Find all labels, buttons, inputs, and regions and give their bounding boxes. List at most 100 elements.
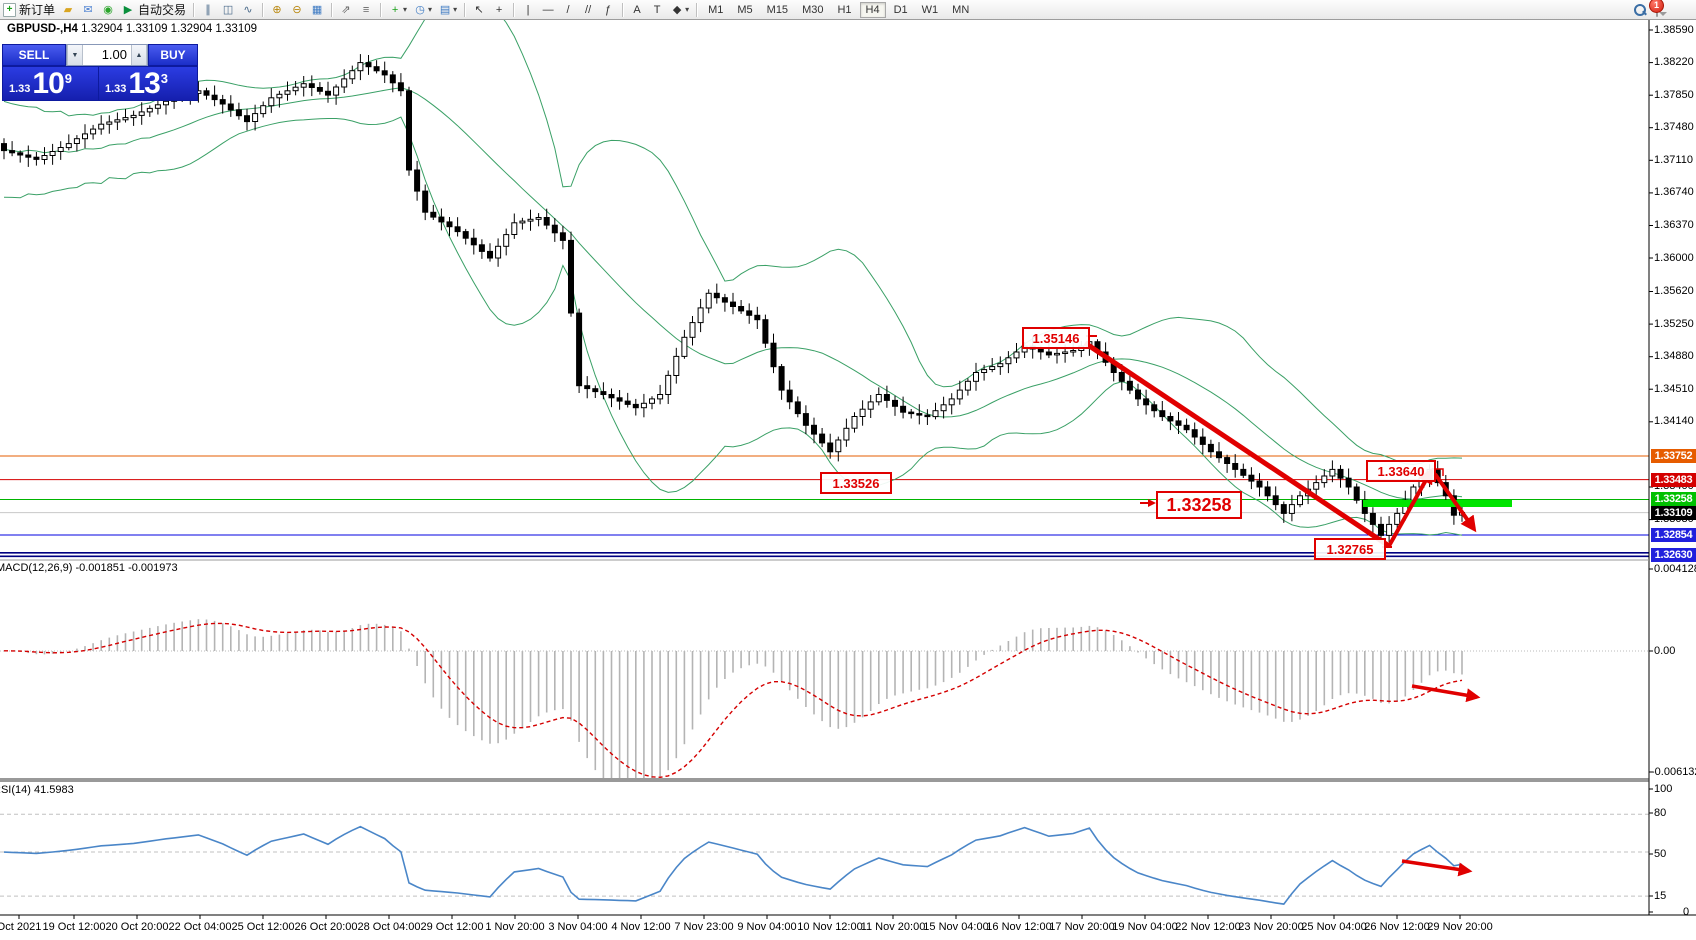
label-button[interactable]: T	[647, 1, 667, 18]
annotation-price-label[interactable]: 1.32765	[1314, 538, 1386, 560]
macd-axis-label: 0.00	[1654, 645, 1676, 657]
timeframe-m15-button[interactable]: M15	[766, 3, 789, 16]
channel-button[interactable]: //	[578, 1, 598, 18]
toolbar-separator	[513, 2, 515, 17]
gold-icon: ▰	[63, 3, 73, 16]
tile-windows-button[interactable]: ▦	[307, 1, 327, 18]
new-order-icon: +	[3, 2, 16, 17]
autotrade-icon: ▶	[123, 3, 133, 16]
main-toolbar: + 新订单 ▰ ✉ ◉ ▶ 自动交易 ∥ ◫ ∿ ⊕ ⊖ ▦ ⇗ ≡ + ▾ ◷ ▾ ▤ ▾ ↖ + | — ///ƒ A T ◆ ▾ M1…	[0, 0, 1696, 20]
cursor-button[interactable]: ↖	[469, 1, 489, 18]
vline-button[interactable]: |	[518, 1, 538, 18]
price-axis-label: 1.34510	[1654, 382, 1694, 395]
volume-increase-button[interactable]: ▲	[131, 45, 147, 65]
support-zone-highlight	[1363, 500, 1512, 507]
timeframe-w1-button[interactable]: W1	[921, 3, 939, 16]
volume-field[interactable]: 1.00	[83, 45, 131, 65]
timeframe-m5-button[interactable]: M5	[737, 3, 753, 16]
trend-arrow	[1433, 472, 1477, 533]
timeframe-mn-button[interactable]: MN	[952, 3, 970, 16]
analyst-annotations[interactable]	[1083, 335, 1512, 877]
autotrade-button[interactable]: ▶ 自动交易	[118, 1, 189, 18]
macd-axis-label: 0.004128	[1654, 563, 1696, 575]
annotation-price-label[interactable]: 1.33640	[1366, 460, 1436, 482]
date-axis-label: 23 Nov 20:00	[1238, 921, 1304, 933]
ask-pip-digit: 3	[160, 71, 169, 86]
timeframe-d1-button[interactable]: D1	[893, 3, 908, 16]
new-order-button[interactable]: + 新订单	[0, 1, 58, 18]
candlestick-button[interactable]: ◫	[218, 1, 238, 18]
toolbar-separator	[193, 2, 195, 17]
sell-button[interactable]: SELL	[2, 44, 66, 66]
trend-arrow	[1411, 684, 1481, 703]
line-chart-button[interactable]: ∿	[238, 1, 258, 18]
signal-button[interactable]: ◉	[98, 1, 118, 18]
add-symbol-icon: +	[391, 3, 399, 16]
bar-chart-button[interactable]: ∥	[198, 1, 218, 18]
text-icon: A	[633, 3, 641, 16]
bid-price-panel[interactable]: 1.33 10 9	[2, 66, 98, 101]
toolbar-right-group: 1	[1634, 0, 1664, 17]
macd-signal-line	[3, 622, 1463, 778]
price-tag: 1.32630	[1651, 547, 1696, 562]
add-symbol-button[interactable]: + ▾	[385, 1, 410, 18]
hline-icon: —	[542, 3, 554, 16]
tile-windows-icon: ▦	[311, 3, 323, 16]
chevron-down-icon[interactable]: ▾	[403, 5, 408, 14]
search-icon[interactable]	[1634, 3, 1646, 16]
period-button[interactable]: ◷ ▾	[410, 1, 435, 18]
annotation-price-label[interactable]: 1.35146	[1022, 327, 1090, 349]
date-axis-label: 4 Nov 12:00	[611, 921, 671, 933]
price-axis-label: 1.35620	[1654, 285, 1694, 297]
indicators-button[interactable]: ⇗	[336, 1, 356, 18]
price-tag: 1.33483	[1651, 472, 1696, 487]
hline-button[interactable]: —	[538, 1, 558, 18]
candlestick-icon: ◫	[222, 3, 234, 16]
price-axis-label: 1.37110	[1654, 153, 1693, 166]
date-axis-label: 19 Oct 12:00	[42, 921, 106, 933]
price-axis-label: 1.37850	[1654, 88, 1694, 101]
mail-button[interactable]: ✉	[78, 1, 98, 18]
timeframe-h1-button[interactable]: H1	[837, 3, 852, 16]
zoom-out-icon: ⊖	[292, 3, 302, 16]
arrows-button[interactable]: ◆ ▾	[667, 1, 692, 18]
chevron-down-icon[interactable]: ▾	[685, 5, 690, 14]
gold-button[interactable]: ▰	[58, 1, 78, 18]
new-order-button-label: 新订单	[19, 3, 56, 17]
date-axis-label: 15 Nov 04:00	[923, 921, 989, 933]
chevron-down-icon[interactable]: ▾	[428, 5, 433, 14]
trend-arrow	[1401, 859, 1473, 877]
crosshair-icon: +	[495, 3, 503, 16]
zoom-in-button[interactable]: ⊕	[267, 1, 287, 18]
crosshair-button[interactable]: +	[489, 1, 509, 18]
indicator-list-button[interactable]: ≡	[356, 1, 376, 18]
date-axis-label: 3 Nov 04:00	[548, 921, 608, 933]
fibonacci-icon: ƒ	[605, 3, 612, 16]
annotation-price-label[interactable]: 1.33258	[1156, 491, 1242, 519]
fibonacci-button[interactable]: ƒ	[598, 1, 618, 18]
rsi-pane-graphics	[0, 813, 1649, 905]
timeframe-h4-button[interactable]: H4	[859, 1, 886, 18]
price-axis-label: 1.38590	[1654, 23, 1694, 36]
macd-indicator-label: MACD(12,26,9) -0.001851 -0.001973	[0, 562, 178, 574]
trendline-button[interactable]: /	[558, 1, 578, 18]
zoom-out-button[interactable]: ⊖	[287, 1, 307, 18]
vline-icon: |	[526, 3, 530, 16]
indicators-icon: ⇗	[341, 3, 351, 16]
period-icon: ◷	[415, 3, 425, 16]
ask-price-panel[interactable]: 1.33 13 3	[98, 66, 198, 101]
volume-decrease-button[interactable]: ▼	[67, 45, 83, 65]
annotation-price-label[interactable]: 1.33526	[820, 472, 892, 494]
cursor-icon: ↖	[474, 3, 484, 16]
timeframe-m1-button[interactable]: M1	[708, 3, 724, 16]
timeframe-m30-button[interactable]: M30	[802, 3, 824, 16]
template-button[interactable]: ▤ ▾	[435, 1, 460, 18]
volume-stepper: ▼ 1.00 ▲	[66, 44, 148, 66]
chevron-down-icon[interactable]: ▾	[453, 5, 458, 14]
buy-button[interactable]: BUY	[148, 44, 198, 66]
text-button[interactable]: A	[627, 1, 647, 18]
notification-badge: 1	[1649, 0, 1664, 13]
toolbar-separator	[464, 2, 466, 17]
date-axis-label: 25 Nov 04:00	[1301, 921, 1367, 933]
